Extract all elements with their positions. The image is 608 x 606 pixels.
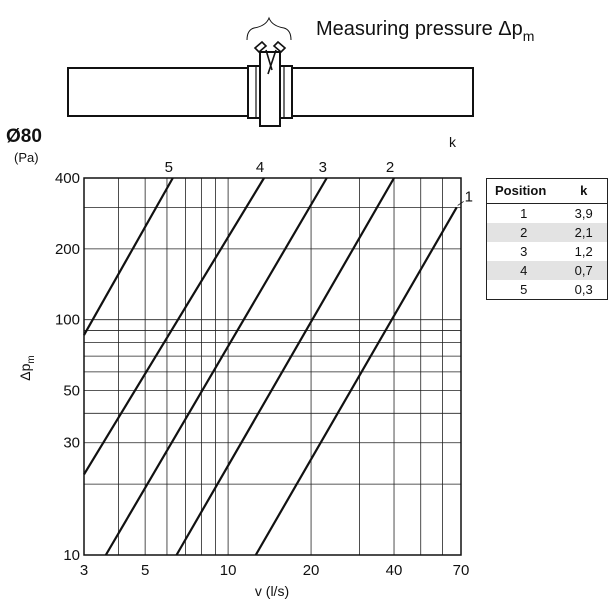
k-table-value: 0,7 xyxy=(560,261,608,280)
curve-label-5: 5 xyxy=(165,159,173,176)
y-tick-label: 200 xyxy=(55,241,80,258)
table-row: 2 2,1 xyxy=(486,223,608,242)
k-table-header-k: k xyxy=(560,178,608,204)
plot-frame xyxy=(83,177,462,556)
table-row: 3 1,2 xyxy=(487,242,608,261)
table-row: 1 3,9 xyxy=(487,204,608,224)
diameter-label: Ø80 xyxy=(6,126,42,147)
curves xyxy=(83,177,458,556)
k-table-position: 5 xyxy=(520,282,528,297)
y-tick-label: 100 xyxy=(55,312,80,329)
k-table-position: 1 xyxy=(520,206,528,221)
curve-label-1: 1 xyxy=(465,188,473,205)
y-tick-label: 10 xyxy=(63,547,80,564)
curve-position-3 xyxy=(104,177,328,556)
k-table-position: 4 xyxy=(486,261,561,280)
k-table-value: 3,9 xyxy=(574,206,593,221)
x-tick-label: 10 xyxy=(220,562,237,579)
curve-position-4 xyxy=(83,177,265,475)
table-row: 5 0,3 xyxy=(487,280,608,300)
x-axis-label: v (l/s) xyxy=(255,583,289,599)
x-tick-label: 5 xyxy=(141,562,149,579)
k-table-position: 3 xyxy=(520,244,528,259)
x-tick-label: 40 xyxy=(386,562,403,579)
measuring-title: Measuring pressure Δpm xyxy=(316,18,534,44)
axis-ticks: 3 5 10 20 40 70 10 30 50 100 200 400 xyxy=(55,170,469,579)
curve-label-3: 3 xyxy=(319,159,327,176)
bracket-icon xyxy=(246,16,292,41)
duct-left xyxy=(67,67,249,117)
k-table-value: 0,3 xyxy=(574,282,593,297)
k-table-header-position: Position xyxy=(486,178,561,204)
k-table: Position k 1 3,9 2 2,1 3 1,2 4 0,7 5 0,3 xyxy=(486,178,608,300)
curve-position-1 xyxy=(254,206,458,556)
k-table-position: 2 xyxy=(486,223,561,242)
y-tick-label: 400 xyxy=(55,170,80,187)
k-axis-label: k xyxy=(449,134,457,150)
k-table-value: 1,2 xyxy=(574,244,593,259)
y-axis-label: Δpm xyxy=(17,355,37,380)
x-tick-label: 3 xyxy=(80,562,88,579)
x-tick-label: 20 xyxy=(303,562,320,579)
x-tick-label: 70 xyxy=(453,562,470,579)
y-tick-label: 30 xyxy=(63,435,80,452)
curve-position-5 xyxy=(83,177,174,336)
curve-label-2: 2 xyxy=(386,159,394,176)
table-row: 4 0,7 xyxy=(486,261,608,280)
curve-label-4: 4 xyxy=(256,159,264,176)
duct-right xyxy=(291,67,474,117)
curve-position-2 xyxy=(175,177,395,556)
k-table-value: 2,1 xyxy=(560,223,608,242)
damper-body xyxy=(259,51,281,127)
curve-labels: 1 2 3 4 5 xyxy=(165,159,473,206)
pressure-nipples-icon xyxy=(253,40,287,75)
y-tick-label: 50 xyxy=(63,383,80,400)
y-unit-label: (Pa) xyxy=(14,150,39,165)
